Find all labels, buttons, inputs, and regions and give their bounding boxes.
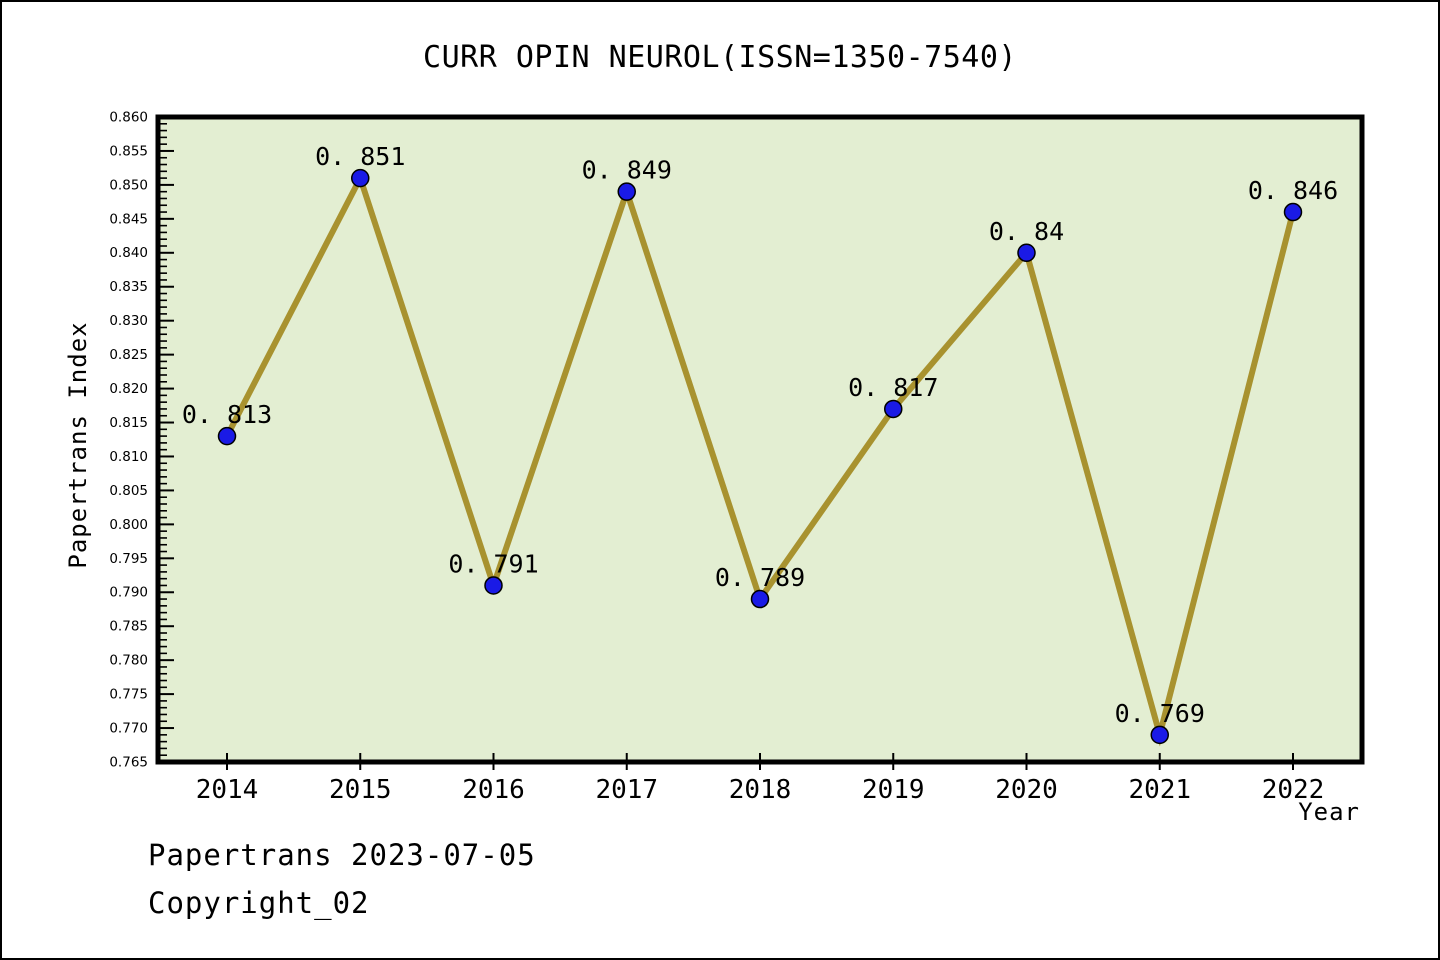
y-tick-label: 0.830: [109, 313, 148, 329]
y-tick-label: 0.840: [109, 245, 148, 261]
x-tick-label: 2016: [462, 775, 525, 805]
x-tick-label: 2015: [329, 775, 392, 805]
y-tick-label: 0.860: [109, 109, 148, 125]
footer-copyright: Copyright_02: [148, 886, 370, 920]
data-point-label: 0. 769: [1115, 699, 1205, 728]
x-tick-label: 2014: [196, 775, 259, 805]
data-point-label: 0. 817: [848, 373, 938, 402]
x-tick-label: 2017: [595, 775, 658, 805]
y-tick-label: 0.765: [109, 754, 148, 770]
data-point-label: 0. 851: [315, 142, 405, 171]
data-point-label: 0. 84: [989, 217, 1064, 246]
y-tick-label: 0.855: [109, 143, 148, 159]
y-tick-label: 0.815: [109, 415, 148, 431]
y-tick-label: 0.800: [109, 517, 148, 533]
data-point-label: 0. 791: [448, 549, 538, 578]
data-point-label: 0. 849: [582, 156, 672, 185]
y-tick-label: 0.810: [109, 449, 148, 465]
y-tick-label: 0.825: [109, 347, 148, 363]
footer-date: Papertrans 2023-07-05: [148, 838, 536, 872]
y-tick-label: 0.770: [109, 721, 148, 737]
data-point: [1150, 725, 1169, 745]
y-tick-label: 0.795: [109, 551, 148, 567]
y-tick-label: 0.780: [109, 653, 148, 669]
data-point: [351, 168, 370, 188]
y-tick-label: 0.775: [109, 687, 148, 703]
chart-title: CURR OPIN NEUROL(ISSN=1350-7540): [423, 40, 1017, 75]
data-point-label: 0. 846: [1248, 176, 1338, 205]
plot-area: [158, 117, 1362, 762]
y-tick-label: 0.790: [109, 585, 148, 601]
data-point-label: 0. 789: [715, 563, 805, 592]
data-point: [1283, 202, 1303, 222]
y-tick-label: 0.850: [109, 177, 148, 193]
y-tick-label: 0.845: [109, 211, 148, 227]
y-tick-label: 0.785: [109, 619, 148, 635]
data-point: [750, 589, 770, 609]
y-tick-label: 0.805: [109, 483, 148, 499]
data-point: [884, 399, 903, 419]
data-point: [484, 576, 503, 595]
data-point-label: 0. 813: [182, 400, 272, 429]
data-point: [1017, 243, 1036, 263]
data-point: [217, 426, 237, 446]
plot-border: [155, 114, 1365, 765]
x-tick-label: 2021: [1128, 775, 1191, 805]
x-tick-label: 2019: [862, 775, 925, 805]
data-point: [617, 182, 636, 201]
x-tick-label: 2020: [995, 775, 1058, 805]
x-axis-label: Year: [1298, 798, 1360, 826]
y-tick-label: 0.820: [109, 381, 148, 397]
x-tick-label: 2022: [1262, 775, 1325, 805]
y-tick-label: 0.835: [109, 279, 148, 295]
x-tick-label: 2018: [729, 775, 792, 805]
